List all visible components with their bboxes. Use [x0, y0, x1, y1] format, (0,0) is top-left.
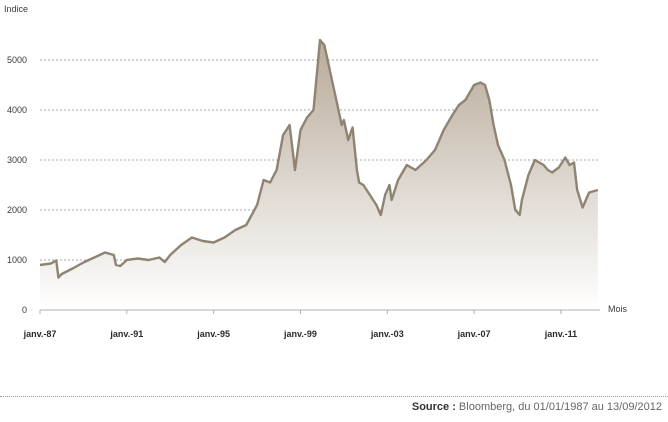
y-axis-label: Indice: [4, 4, 28, 14]
x-tick-label: janv.-91: [109, 329, 143, 339]
area-fill: [40, 40, 598, 310]
y-tick-labels: 0 1000 2000 3000 4000 5000: [7, 55, 27, 315]
source-label: Source :: [411, 401, 456, 413]
series-line: [39, 38, 599, 279]
y-tick-label: 1000: [7, 255, 27, 265]
source-text: Bloomberg, du 01/01/1987 au 13/09/2012: [455, 401, 662, 413]
x-tick-label: janv.-87: [23, 329, 57, 339]
x-tick-label: janv.-95: [196, 329, 230, 339]
y-tick-label: 0: [22, 305, 27, 315]
y-tick-label: 3000: [7, 155, 27, 165]
y-tick-label: 2000: [7, 205, 27, 215]
x-tick-label: janv.-11: [544, 329, 577, 339]
x-tick-label: janv.-99: [283, 329, 317, 339]
x-tick-label: janv.-07: [457, 329, 491, 339]
x-tick-labels: janv.-87 janv.-91 janv.-95 janv.-99 janv.-03…: [23, 310, 577, 339]
x-axis-label: Mois: [608, 304, 628, 314]
x-tick-label: janv.-03: [370, 329, 404, 339]
y-tick-label: 4000: [7, 105, 27, 115]
y-tick-label: 5000: [7, 55, 27, 65]
divider: [0, 396, 668, 397]
source-note: Source : Bloomberg, du 01/01/1987 au 13/…: [412, 401, 662, 413]
